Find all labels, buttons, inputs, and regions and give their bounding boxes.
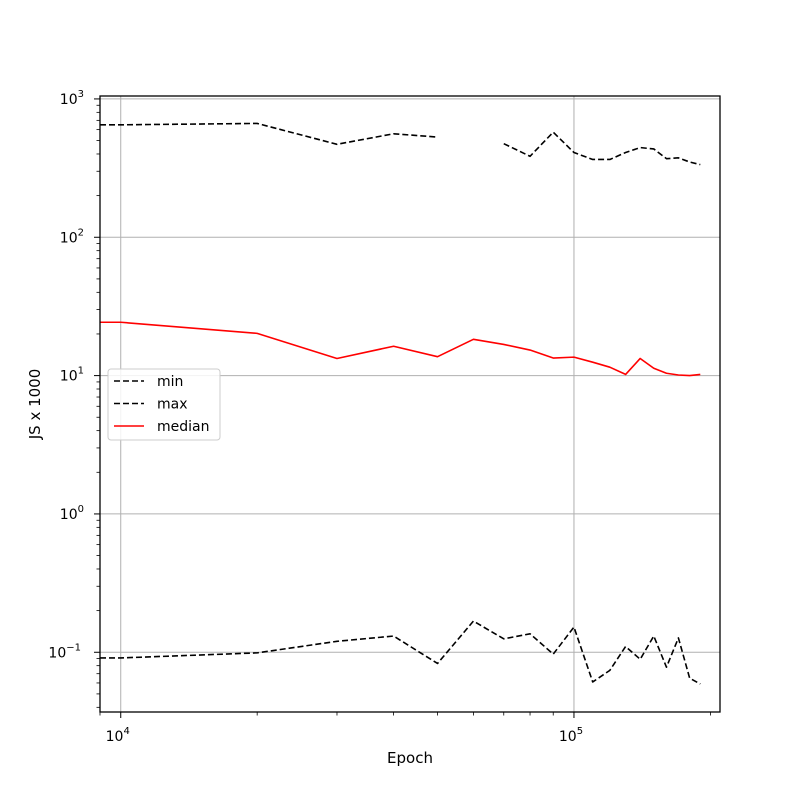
plot-lines: [100, 122, 701, 685]
series-line-min: [100, 620, 701, 685]
y-tick-exponent-0: −1: [66, 642, 81, 653]
y-tick-exponent-2: 1: [78, 366, 84, 377]
grid-lines: [100, 96, 720, 712]
series-line-median: [100, 321, 701, 377]
x-tick-exponent-1: 5: [577, 726, 583, 737]
legend-box: [107, 368, 221, 441]
series-line-max: [100, 122, 701, 166]
x-tick-exponent-0: 4: [123, 726, 129, 737]
legend-label-median: median: [157, 419, 209, 435]
legend: min max median: [107, 368, 221, 441]
x-axis-label: Epoch: [387, 749, 433, 767]
y-tick-exponent-1: 0: [78, 504, 84, 515]
y-tick-exponent-3: 2: [78, 227, 84, 238]
axis-ticks: [94, 98, 711, 718]
y-axis-label: JS x 1000: [26, 369, 44, 441]
legend-label-min: min: [157, 374, 183, 390]
y-tick-exponent-4: 3: [78, 89, 84, 100]
legend-label-max: max: [157, 397, 188, 413]
axes-frame: [99, 95, 721, 713]
